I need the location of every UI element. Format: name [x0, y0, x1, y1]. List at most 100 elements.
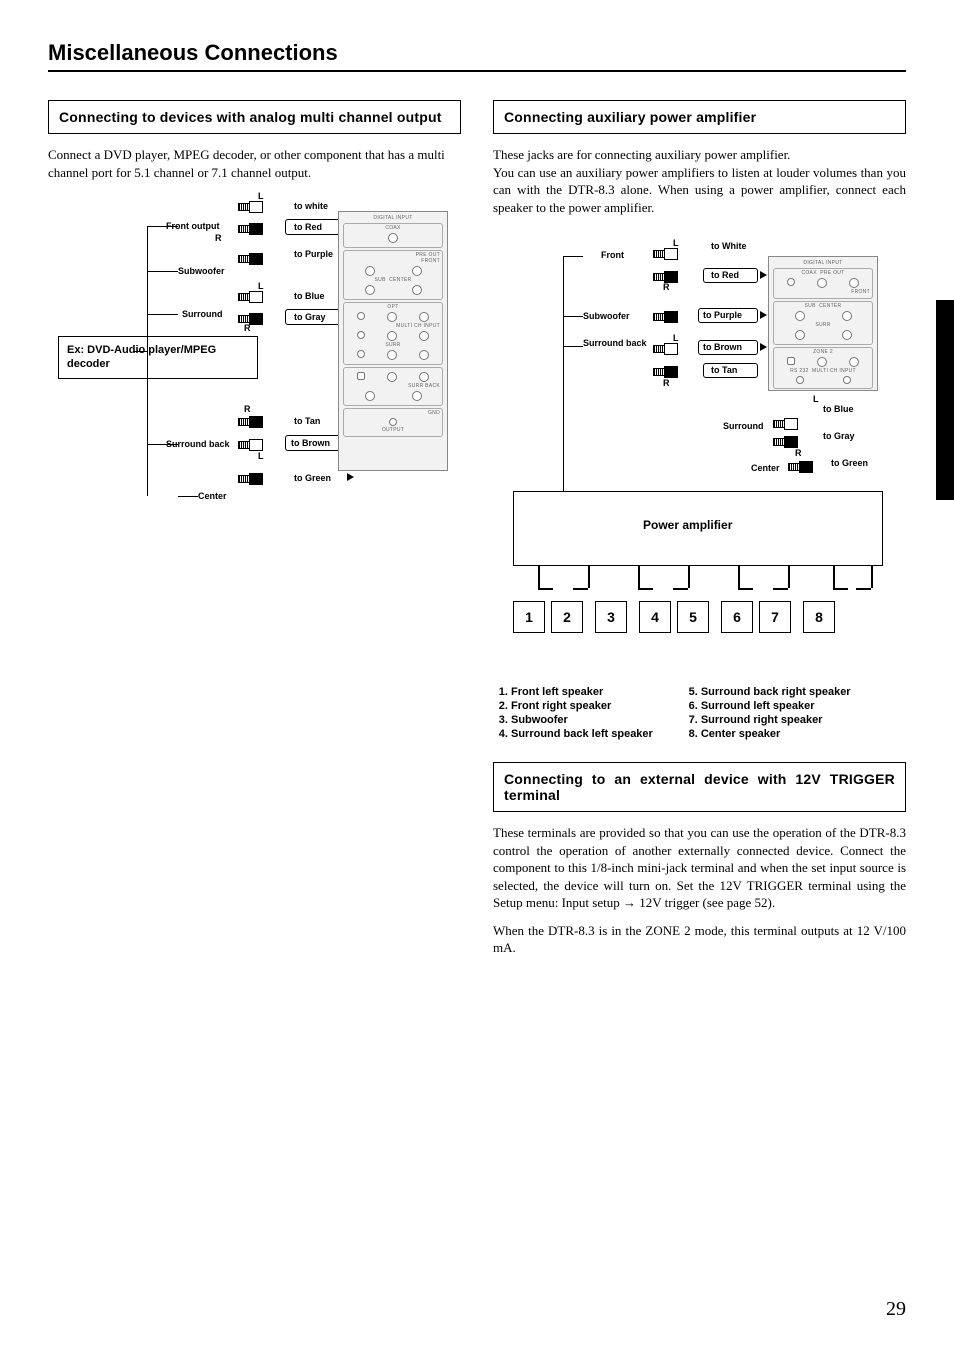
leg-line: [638, 566, 640, 588]
leader-line: [148, 314, 178, 315]
label-topurple: to Purple: [294, 249, 333, 259]
plug-icon: [238, 223, 264, 233]
label-tan: to Tan: [711, 365, 737, 375]
section-box-poweramp: Connecting auxiliary power amplifier: [493, 100, 906, 134]
label-surrback: Surround back: [583, 338, 647, 348]
speaker-5: 5: [677, 601, 709, 633]
leg-line: [833, 588, 848, 590]
leg-line: [573, 588, 588, 590]
label-R2: R: [663, 378, 670, 388]
leader-line: [148, 226, 178, 227]
label-R3: R: [244, 404, 251, 414]
leg-line: [538, 566, 540, 588]
plug-icon: [238, 313, 264, 323]
leg-line: [833, 566, 835, 588]
device-box: Ex: DVD-Audio player/MPEG decoder: [58, 336, 258, 379]
leg-line: [738, 588, 753, 590]
speaker-4: 4: [639, 601, 671, 633]
speaker-item: Surround back right speaker: [701, 686, 851, 698]
label-R: R: [215, 233, 222, 243]
leg-line: [538, 588, 553, 590]
body-trigger-1: These terminals are provided so that you…: [493, 824, 906, 912]
label-totan: to Tan: [294, 416, 320, 426]
label-purple: to Purple: [703, 310, 742, 320]
label-poweramp: Power amplifier: [643, 518, 732, 532]
speaker-list-right: Surround back right speaker Surround lef…: [683, 686, 851, 742]
leader-line: [563, 316, 583, 317]
panel-text: SURR: [776, 323, 870, 328]
panel-text: SURR: [346, 343, 440, 348]
leader-line: [148, 271, 178, 272]
plug-icon: [773, 418, 799, 428]
label-sub: Subwoofer: [178, 266, 225, 276]
plug-icon: [238, 201, 264, 211]
panel-text: OPT: [346, 305, 440, 310]
arrow-icon: [347, 473, 354, 481]
body-poweramp: These jacks are for connecting auxiliary…: [493, 146, 906, 216]
speaker-legend: Front left speaker Front right speaker S…: [493, 686, 906, 742]
panel-text: COAX: [346, 226, 440, 231]
page-number: 29: [886, 1298, 906, 1321]
leg-line: [856, 588, 871, 590]
leg-line: [588, 566, 590, 588]
panel-text: FRONT: [776, 290, 870, 295]
label-L3: L: [813, 394, 819, 404]
label-towhite: to white: [294, 201, 328, 211]
plug-icon: [653, 271, 679, 281]
plug-icon: [238, 473, 264, 483]
label-surround: Surround: [182, 309, 223, 319]
speaker-6: 6: [721, 601, 753, 633]
body-trigger-2: When the DTR-8.3 is in the ZONE 2 mode, …: [493, 922, 906, 957]
panel-text: FRONT: [346, 259, 440, 264]
label-gray: to Gray: [823, 431, 855, 441]
speaker-1: 1: [513, 601, 545, 633]
speaker-item: Subwoofer: [511, 714, 653, 726]
label-R: R: [663, 282, 670, 292]
panel-text: DIGITAL INPUT: [773, 261, 873, 266]
label-green: to Green: [831, 458, 868, 468]
speaker-item: Surround left speaker: [701, 700, 851, 712]
leg-line: [688, 566, 690, 588]
label-tobrown: to Brown: [291, 438, 330, 448]
label-L2: L: [258, 281, 264, 291]
arrow-icon: [760, 343, 767, 351]
leader-line: [563, 256, 583, 257]
label-L: L: [673, 238, 679, 248]
arrow-icon: [760, 311, 767, 319]
label-white: to White: [711, 241, 747, 251]
leader-line: [178, 496, 198, 497]
leader-line: [563, 346, 583, 347]
side-tab: [936, 300, 954, 500]
speaker-item: Surround right speaker: [701, 714, 851, 726]
speaker-2: 2: [551, 601, 583, 633]
label-togreen: to Green: [294, 473, 331, 483]
label-brown: to Brown: [703, 342, 742, 352]
panel-text: GND: [346, 411, 440, 416]
speaker-8: 8: [803, 601, 835, 633]
panel-text: DIGITAL INPUT: [343, 216, 443, 221]
plug-icon: [653, 366, 679, 376]
label-L2: L: [673, 333, 679, 343]
plug-icon: [653, 343, 679, 353]
speaker-item: Front right speaker: [511, 700, 653, 712]
left-column: Connecting to devices with analog multi …: [48, 100, 461, 967]
leg-line: [638, 588, 653, 590]
section-box-trigger: Connecting to an external device with 12…: [493, 762, 906, 812]
leg-line: [871, 566, 873, 588]
label-red: to Red: [711, 270, 739, 280]
heading-analog: Connecting to devices with analog multi …: [59, 109, 450, 125]
plug-icon: [653, 311, 679, 321]
plug-icon: [788, 461, 814, 471]
page-title: Miscellaneous Connections: [48, 40, 906, 72]
content-columns: Connecting to devices with analog multi …: [48, 100, 906, 967]
label-center: Center: [751, 463, 780, 473]
speaker-outputs: 1 2 3 4 5 6 7 8: [513, 601, 835, 633]
diagram-analog: L to white Front output R to Red Subwoof…: [48, 191, 461, 551]
speaker-3: 3: [595, 601, 627, 633]
label-toblue: to Blue: [294, 291, 325, 301]
backpanel-mock: DIGITAL INPUT COAX PRE OUT FRONT SUB CEN…: [338, 211, 448, 471]
section-box-analog: Connecting to devices with analog multi …: [48, 100, 461, 134]
label-center: Center: [198, 491, 227, 501]
leader-line: [148, 444, 178, 445]
heading-trigger: Connecting to an external device with 12…: [504, 771, 895, 803]
